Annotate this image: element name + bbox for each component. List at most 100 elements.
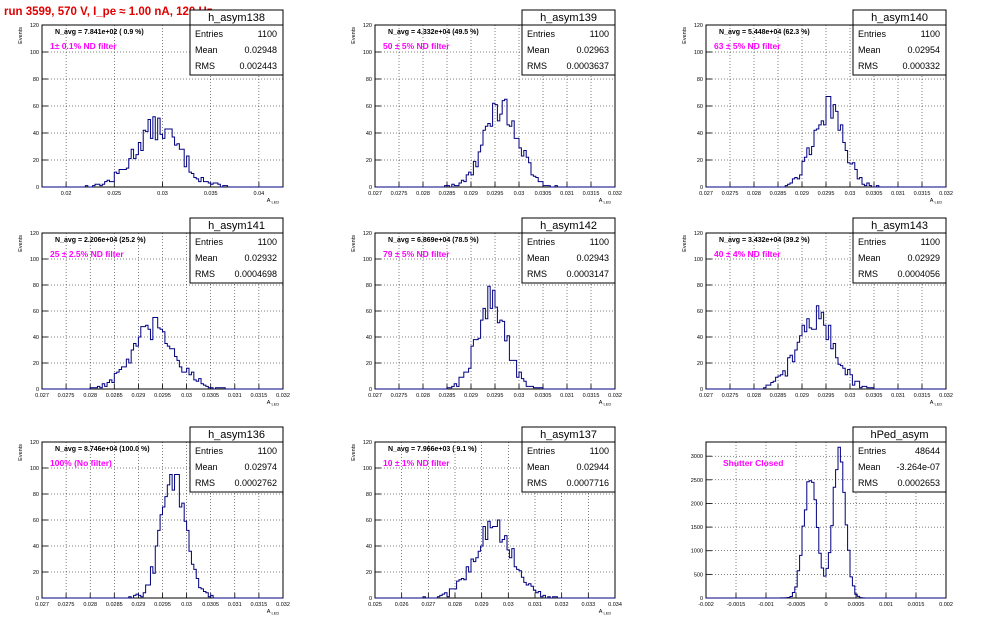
- x-axis-title: A LED: [930, 400, 943, 407]
- stats-rms-label: RMS: [858, 478, 878, 488]
- histogram-series: [375, 519, 615, 599]
- x-tick-label: 0.0285: [439, 191, 456, 197]
- y-tick-label: 100: [30, 50, 39, 56]
- y-tick-label: 3000: [691, 454, 703, 460]
- stats-mean-value: 0.02954: [907, 45, 940, 55]
- y-tick-label: 0: [36, 596, 39, 602]
- y-axis-title: Events: [351, 27, 357, 44]
- y-tick-label: 0: [700, 387, 703, 393]
- stats-entries-value: 1100: [258, 237, 277, 247]
- navg-label: N_avg = 8.746e+04 (100.0 %): [55, 446, 150, 453]
- y-tick-label: 0: [369, 185, 372, 191]
- y-tick-label: 1000: [691, 549, 703, 555]
- x-tick-label: 0.026: [395, 602, 409, 608]
- stats-mean-label: Mean: [527, 462, 550, 472]
- x-axis-title: A LED: [267, 609, 280, 616]
- panel-h_asym138: 0.02 0.025 0.03 0.035 0.04 0 20 40 60 80 100 120 Eve…: [18, 9, 284, 205]
- y-tick-label: 0: [700, 596, 703, 602]
- histogram-series: [375, 98, 615, 188]
- x-tick-label: 0.028: [83, 393, 97, 399]
- x-tick-label: 0.0285: [439, 393, 456, 399]
- stats-mean-value: 0.02948: [244, 45, 277, 55]
- x-tick-label: 0.032: [608, 393, 622, 399]
- stats-mean-value: 0.02929: [907, 253, 940, 263]
- x-tick-label: 0.031: [891, 393, 905, 399]
- navg-label: N_avg = 6.869e+04 (78.5 %): [388, 237, 479, 244]
- stats-rms-label: RMS: [195, 478, 215, 488]
- x-tick-label: 0.028: [448, 602, 462, 608]
- x-tick-label: 0.0295: [818, 393, 835, 399]
- stats-rms-value: 0.0003147: [566, 269, 609, 279]
- x-tick-label: 0.03: [514, 191, 525, 197]
- y-axis-title: Events: [18, 27, 24, 44]
- y-axis-title: Events: [351, 235, 357, 252]
- y-tick-label: 2500: [691, 478, 703, 484]
- filter-label: 50 ± 5% ND filter: [383, 41, 450, 51]
- stats-box: [521, 217, 616, 284]
- histogram-name: h_asym141: [208, 220, 265, 232]
- x-tick-label: 0.029: [464, 191, 478, 197]
- navg-label: N_avg = 4.332e+04 (49.5 %): [388, 29, 479, 36]
- stats-rms-value: 0.0007716: [566, 478, 609, 488]
- stats-rms-label: RMS: [527, 478, 547, 488]
- stats-rms-label: RMS: [858, 269, 878, 279]
- stats-box: [852, 9, 947, 76]
- stats-rms-value: 0.0002653: [897, 478, 940, 488]
- x-tick-label: 0.032: [276, 393, 290, 399]
- panel-h_asym141: 0.027 0.0275 0.028 0.0285 0.029 0.0295 0.03 0.0…: [18, 217, 290, 407]
- stats-entries-value: 1100: [258, 29, 277, 39]
- x-tick-label: 0.033: [581, 602, 595, 608]
- navg-label: N_avg = 5.448e+04 (62.3 %): [719, 29, 810, 36]
- y-tick-label: 40: [33, 544, 39, 550]
- stats-mean-label: Mean: [858, 253, 881, 263]
- x-axis-title: A LED: [267, 400, 280, 407]
- y-tick-label: 60: [366, 518, 372, 524]
- x-tick-label: 0.0305: [202, 393, 219, 399]
- y-tick-label: 120: [694, 23, 703, 29]
- stats-entries-label: Entries: [195, 237, 224, 247]
- stats-entries-value: 1100: [590, 446, 609, 456]
- histogram-name: h_asym138: [208, 12, 265, 24]
- stats-mean-value: 0.02944: [576, 462, 609, 472]
- y-tick-label: 120: [30, 440, 39, 446]
- x-tick-label: 0.0275: [722, 191, 739, 197]
- panel-h_asym140: 0.027 0.0275 0.028 0.0285 0.029 0.0295 0.03 0.0…: [682, 9, 953, 205]
- panel-hPed_asym: -0.002 -0.0015 -0.001 -0.0005 0 0.0005 0.001 0.…: [691, 426, 953, 608]
- y-tick-label: 0: [36, 387, 39, 393]
- x-tick-label: 0.03: [181, 602, 192, 608]
- x-tick-label: 0.0315: [583, 393, 600, 399]
- y-tick-label: 100: [30, 257, 39, 263]
- stats-box: [189, 426, 284, 493]
- y-tick-label: 100: [363, 257, 372, 263]
- x-tick-label: 0.0295: [154, 393, 171, 399]
- stats-rms-value: 0.000332: [902, 61, 940, 71]
- x-tick-label: 0.028: [416, 393, 430, 399]
- histogram-series: [706, 96, 946, 188]
- stats-mean-value: -3.264e-07: [896, 462, 940, 472]
- x-tick-label: 0.032: [608, 191, 622, 197]
- y-tick-label: 20: [366, 570, 372, 576]
- x-tick-label: 0.028: [747, 393, 761, 399]
- filter-label: 79 ± 5% ND filter: [383, 249, 450, 259]
- navg-label: N_avg = 7.966e+03 ( 9.1 %): [388, 446, 477, 453]
- x-tick-label: 0.029: [132, 602, 146, 608]
- panel-h_asym136: 0.027 0.0275 0.028 0.0285 0.029 0.0295 0.03 0.0…: [18, 426, 290, 616]
- x-axis-title: A LED: [599, 609, 612, 616]
- stats-mean-label: Mean: [195, 253, 218, 263]
- x-tick-label: 0.031: [228, 602, 242, 608]
- x-tick-label: 0.025: [107, 191, 121, 197]
- x-tick-label: 0.031: [528, 602, 542, 608]
- x-tick-label: 0.027: [35, 393, 49, 399]
- y-tick-label: 100: [694, 257, 703, 263]
- stats-mean-label: Mean: [858, 45, 881, 55]
- y-tick-label: 100: [363, 466, 372, 472]
- stats-mean-label: Mean: [527, 253, 550, 263]
- x-tick-label: 0.031: [891, 191, 905, 197]
- y-tick-label: 60: [697, 309, 703, 315]
- y-tick-label: 0: [700, 185, 703, 191]
- x-tick-label: 0.032: [276, 602, 290, 608]
- x-tick-label: 0.027: [368, 191, 382, 197]
- y-tick-label: 80: [33, 283, 39, 289]
- x-tick-label: 0.03: [157, 191, 168, 197]
- x-tick-label: 0.0285: [770, 393, 787, 399]
